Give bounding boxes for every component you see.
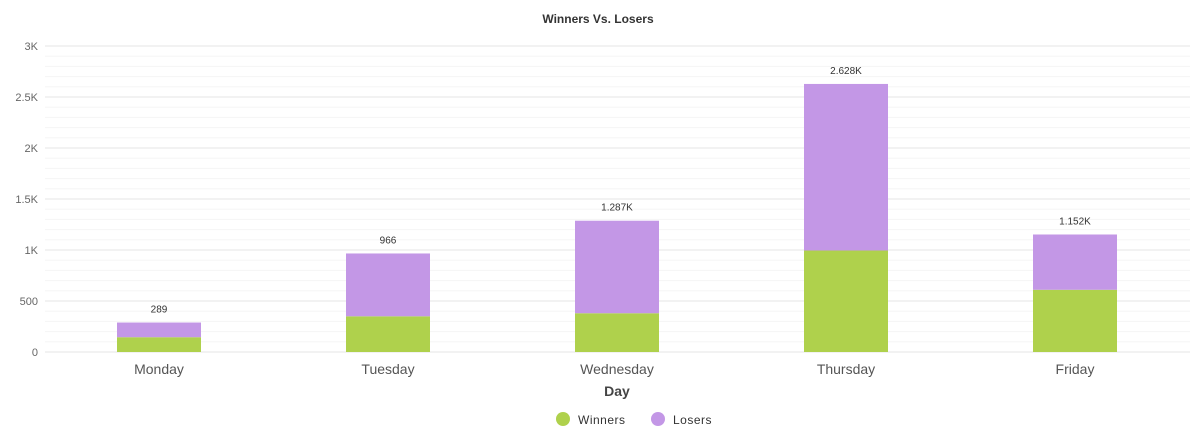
bar-losers-monday[interactable] [117, 322, 201, 338]
y-tick-label: 1K [25, 245, 39, 257]
data-labels: 289 966 1.287K 2.628K 1.152K [151, 66, 1092, 316]
x-tick-label: Monday [134, 361, 184, 377]
x-tick-label: Tuesday [361, 361, 414, 377]
legend-marker [651, 412, 665, 426]
x-tick-label: Friday [1056, 361, 1095, 377]
y-tick-label: 0 [32, 347, 38, 359]
bar-losers-thursday[interactable] [804, 83, 888, 251]
y-tick-label: 500 [20, 296, 38, 308]
bar-winners-tuesday[interactable] [346, 316, 430, 352]
legend-item-winners[interactable]: Winners [556, 412, 626, 427]
bar-losers-friday[interactable] [1033, 234, 1117, 290]
legend-label: Losers [673, 413, 712, 427]
y-tick-label: 3K [25, 41, 39, 53]
legend[interactable]: Winners Losers [556, 412, 712, 427]
bar-winners-monday[interactable] [117, 337, 201, 352]
legend-label: Winners [578, 413, 626, 427]
bar-winners-wednesday[interactable] [575, 313, 659, 352]
chart-title: Winners Vs. Losers [542, 12, 654, 26]
x-tick-label: Wednesday [580, 361, 654, 377]
x-axis-title: Day [604, 383, 630, 399]
bar-losers-wednesday[interactable] [575, 220, 659, 314]
x-axis-ticks: Monday Tuesday Wednesday Thursday Friday [134, 361, 1094, 377]
bar-total-label: 289 [151, 305, 168, 316]
x-tick-label: Thursday [817, 361, 875, 377]
y-tick-label: 2.5K [15, 92, 38, 104]
y-axis-ticks: 0 500 1K 1.5K 2K 2.5K 3K [15, 41, 38, 359]
bar-total-label: 1.287K [601, 203, 633, 214]
bar-losers-tuesday[interactable] [346, 253, 430, 317]
bar-total-label: 966 [380, 235, 397, 246]
y-tick-label: 1.5K [15, 194, 38, 206]
legend-item-losers[interactable]: Losers [651, 412, 712, 427]
y-tick-label: 2K [25, 143, 39, 155]
bars [117, 83, 1117, 352]
bar-total-label: 2.628K [830, 66, 862, 77]
bar-winners-friday[interactable] [1033, 289, 1117, 352]
legend-marker [556, 412, 570, 426]
bar-total-label: 1.152K [1059, 216, 1091, 227]
bar-winners-thursday[interactable] [804, 250, 888, 352]
